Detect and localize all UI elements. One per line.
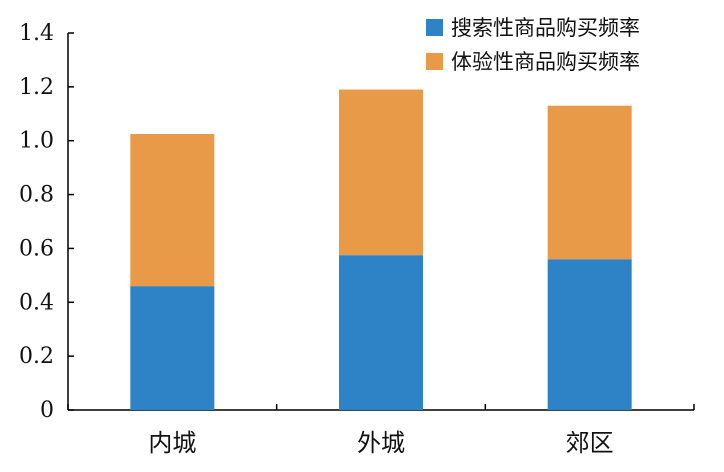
legend-label: 搜索性商品购买频率 <box>451 16 640 40</box>
y-tick-label: 0 <box>40 398 54 423</box>
x-category-label: 郊区 <box>566 429 614 457</box>
bars <box>130 89 632 410</box>
y-axis: 0 0.2 0.4 0.6 0.8 1.0 1.2 1.4 <box>19 21 74 423</box>
y-tick-label: 0.4 <box>19 290 54 315</box>
bar-search-2 <box>547 259 632 410</box>
y-tick-label: 0.8 <box>19 183 54 208</box>
legend-swatch <box>426 19 443 36</box>
legend-swatch <box>426 53 443 70</box>
legend-label: 体验性商品购买频率 <box>451 50 640 74</box>
bar-search-1 <box>339 255 423 410</box>
x-axis: 内城 外城 郊区 <box>67 404 695 457</box>
y-tick-label: 1.2 <box>19 75 54 100</box>
y-tick-label: 1.4 <box>19 21 54 46</box>
y-tick-label: 0.6 <box>19 236 54 261</box>
bar-experience-2 <box>547 105 632 260</box>
x-category-label: 外城 <box>357 429 405 457</box>
bar-experience-1 <box>339 89 423 256</box>
y-tick-label: 1.0 <box>19 129 54 154</box>
x-category-label: 内城 <box>148 429 196 457</box>
y-tick-label: 0.2 <box>19 344 54 369</box>
bar-search-0 <box>130 286 215 410</box>
bar-experience-0 <box>130 133 215 287</box>
